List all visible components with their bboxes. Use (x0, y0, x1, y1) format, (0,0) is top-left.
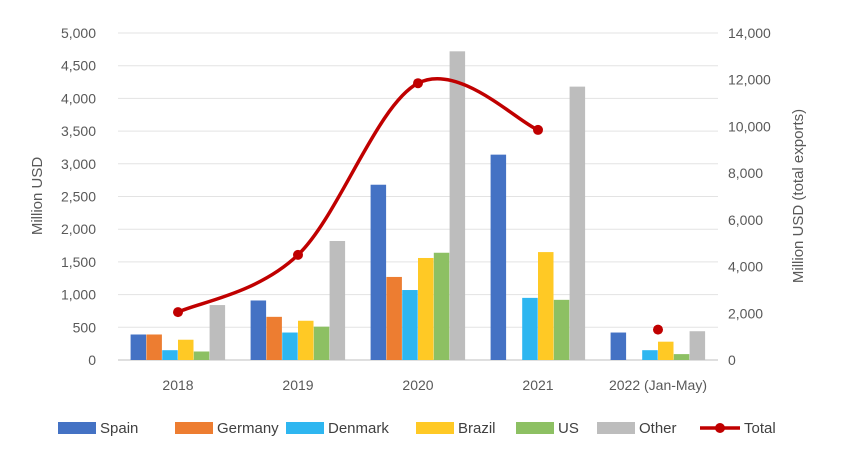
bar-us (313, 326, 330, 360)
y-tick-label: 2,000 (61, 221, 96, 237)
bars (130, 51, 706, 361)
y-tick-label: 5,000 (61, 25, 96, 41)
legend-swatch (58, 422, 96, 434)
bar-denmark (162, 350, 178, 360)
y2-tick-label: 10,000 (728, 118, 771, 134)
bar-germany (146, 334, 162, 360)
legend-swatch (175, 422, 213, 434)
y2-tick-label: 12,000 (728, 72, 771, 88)
bar-other (569, 86, 586, 361)
y-tick-label: 3,000 (61, 156, 96, 172)
total-marker (293, 249, 303, 260)
bar-germany (266, 316, 282, 360)
bar-germany (386, 276, 402, 360)
y-tick-label: 2,500 (61, 189, 96, 205)
x-tick-label: 2019 (282, 377, 313, 393)
y2-tick-label: 8,000 (728, 165, 763, 181)
x-axis-ticks: 2018 2019 2020 2021 2022 (Jan-May) (162, 377, 707, 393)
bar-spain (610, 332, 627, 360)
y2-axis-ticks: 0 2,000 4,000 6,000 8,000 10,000 12,000 14,000 (728, 25, 771, 368)
bar-brazil (658, 341, 674, 360)
legend-swatch-marker (715, 423, 725, 433)
bar-spain (490, 154, 507, 360)
legend-swatch (416, 422, 454, 434)
total-line (173, 76, 663, 335)
bar-us (433, 252, 450, 360)
total-marker (533, 124, 543, 135)
y-axis-title: Million USD (29, 157, 46, 236)
y2-tick-label: 14,000 (728, 25, 771, 41)
legend: Spain Germany Denmark Brazil US Other Total (58, 420, 776, 437)
x-tick-label: 2020 (402, 377, 433, 393)
y-tick-label: 4,500 (61, 58, 96, 74)
bar-other (449, 51, 466, 360)
total-marker (173, 307, 183, 318)
legend-swatch (286, 422, 324, 434)
bar-spain (130, 334, 147, 360)
bar-brazil (178, 339, 194, 360)
bar-brazil (298, 320, 314, 360)
legend-swatch (516, 422, 554, 434)
total-marker (413, 78, 423, 89)
bar-denmark (402, 290, 418, 360)
bar-denmark (642, 350, 658, 360)
y-tick-label: 4,000 (61, 90, 96, 106)
legend-label: Spain (100, 420, 138, 437)
bar-spain (370, 184, 387, 360)
total-marker (653, 324, 663, 335)
legend-label: Total (744, 420, 776, 437)
y-tick-label: 3,500 (61, 123, 96, 139)
legend-swatch (597, 422, 635, 434)
bar-denmark (522, 297, 538, 360)
y-axis-ticks: 0 500 1,000 1,500 2,000 2,500 3,000 3,500 4,000 4… (61, 25, 96, 368)
legend-label: Denmark (328, 420, 389, 437)
y2-tick-label: 6,000 (728, 212, 763, 228)
y2-axis-title: Million USD (total exports) (790, 109, 807, 283)
legend-label: Germany (217, 420, 279, 437)
y-tick-label: 1,500 (61, 254, 96, 270)
bar-brazil (418, 257, 434, 360)
y-tick-label: 0 (88, 352, 96, 368)
x-tick-label: 2021 (522, 377, 553, 393)
bar-us (673, 354, 690, 360)
total-line-path (176, 76, 540, 314)
bar-us (193, 351, 210, 360)
x-tick-label: 2022 (Jan-May) (609, 377, 707, 393)
y2-tick-label: 0 (728, 352, 736, 368)
legend-label: Brazil (458, 420, 496, 437)
y-tick-label: 1,000 (61, 287, 96, 303)
bar-us (553, 299, 570, 360)
x-tick-label: 2018 (162, 377, 193, 393)
y-tick-label: 500 (73, 319, 97, 335)
legend-label: Other (639, 420, 677, 437)
y2-tick-label: 4,000 (728, 259, 763, 275)
legend-label: US (558, 420, 579, 437)
bar-spain (250, 300, 267, 360)
bar-brazil (538, 252, 554, 360)
bar-other (689, 331, 706, 360)
bar-other (209, 305, 226, 360)
bar-other (329, 240, 346, 360)
bar-denmark (282, 332, 298, 360)
y2-tick-label: 2,000 (728, 305, 763, 321)
